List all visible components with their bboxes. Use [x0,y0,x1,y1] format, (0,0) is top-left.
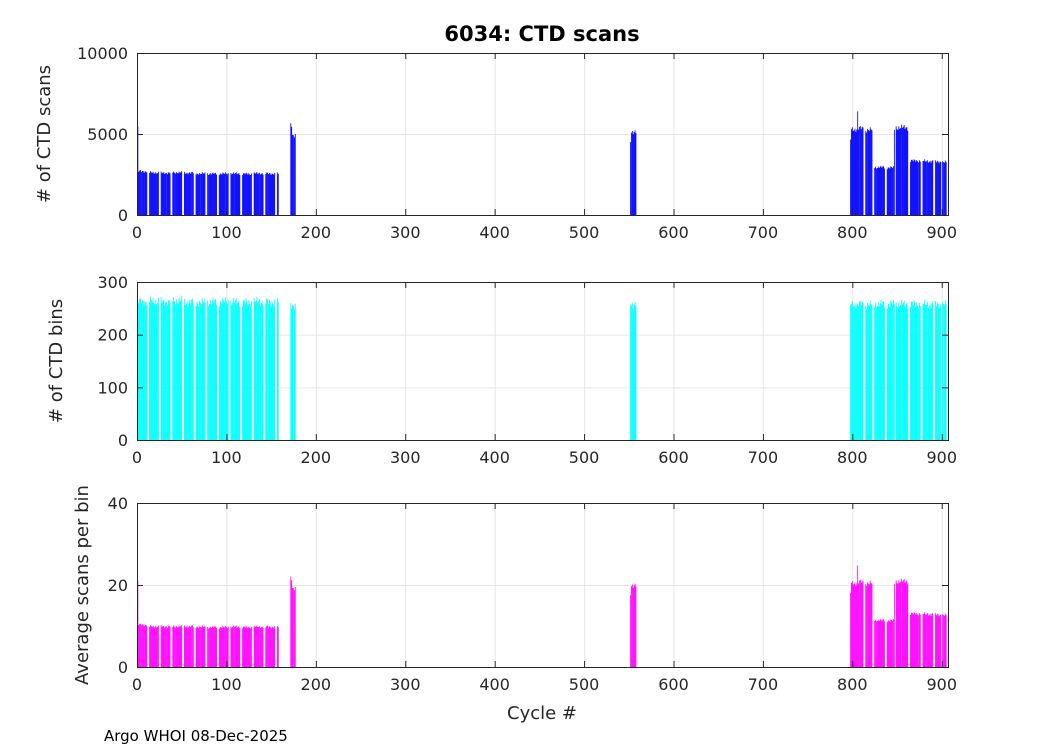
x-tick-label: 100 [211,448,242,467]
y-tick-labels: 0 20 40 [108,494,128,677]
x-tick-label: 700 [748,675,779,694]
x-tick-labels: 0 100 200 300 400 500 600 700 800 900 [132,675,957,694]
y-tick-label: 0 [118,431,128,450]
y-axis-label-bins: # of CTD bins [46,299,67,423]
subplot-avg: 0 100 200 300 400 500 600 700 800 900 0 20 40 [108,494,957,694]
axes-box [137,282,949,441]
y-tick-label: 10000 [77,44,128,63]
x-tick-label: 200 [301,448,332,467]
y-tick-labels: 0 100 200 300 [97,273,128,450]
x-tick-label: 500 [569,448,600,467]
footer-attribution: Argo WHOI 08-Dec-2025 [104,727,288,745]
x-tick-label: 300 [390,223,421,242]
x-tick-label: 800 [837,675,868,694]
x-tick-label: 900 [926,223,957,242]
tick-marks [137,503,948,668]
x-tick-label: 400 [479,448,510,467]
x-tick-label: 700 [748,223,779,242]
y-tick-labels: 0 5000 10000 [77,44,128,225]
y-tick-label: 200 [97,326,128,345]
avg-bars [137,565,947,667]
y-axis-label-scans: # of CTD scans [34,65,55,203]
y-tick-label: 0 [118,658,128,677]
x-tick-label: 400 [479,223,510,242]
x-tick-label: 600 [658,448,689,467]
x-tick-labels: 0 100 200 300 400 500 600 700 800 900 [132,223,957,242]
x-tick-label: 300 [390,675,421,694]
tick-marks [137,282,948,441]
tick-marks [137,53,948,216]
y-tick-label: 40 [108,494,128,513]
x-tick-label: 500 [569,675,600,694]
x-tick-label: 100 [211,675,242,694]
x-tick-label: 200 [301,675,332,694]
y-tick-label: 20 [108,576,128,595]
subplot-scans: 0 100 200 300 400 500 600 700 800 900 0 5000 10000 [77,44,957,242]
x-tick-labels: 0 100 200 300 400 500 600 700 800 900 [132,448,957,467]
grid-lines [137,503,948,667]
y-tick-label: 5000 [87,125,128,144]
x-tick-label: 800 [837,223,868,242]
x-tick-label: 0 [132,223,142,242]
x-tick-label: 900 [926,448,957,467]
x-tick-label: 100 [211,223,242,242]
x-tick-label: 700 [748,448,779,467]
y-tick-label: 0 [118,206,128,225]
x-tick-label: 600 [658,675,689,694]
x-tick-label: 900 [926,675,957,694]
x-tick-label: 200 [301,223,332,242]
chart-title: 6034: CTD scans [444,22,639,46]
x-tick-label: 600 [658,223,689,242]
scans-bars [137,111,947,215]
x-tick-label: 300 [390,448,421,467]
y-axis-label-avg: Average scans per bin [72,485,93,685]
y-tick-label: 100 [97,378,128,397]
x-tick-label: 800 [837,448,868,467]
x-tick-label: 0 [132,675,142,694]
x-tick-label: 0 [132,448,142,467]
x-tick-label: 500 [569,223,600,242]
subplot-bins: 0 100 200 300 400 500 600 700 800 900 0 100 200 300 [97,273,957,467]
y-tick-label: 300 [97,273,128,292]
bins-bars [137,295,947,440]
x-tick-label: 400 [479,675,510,694]
x-axis-label: Cycle # [507,703,577,724]
